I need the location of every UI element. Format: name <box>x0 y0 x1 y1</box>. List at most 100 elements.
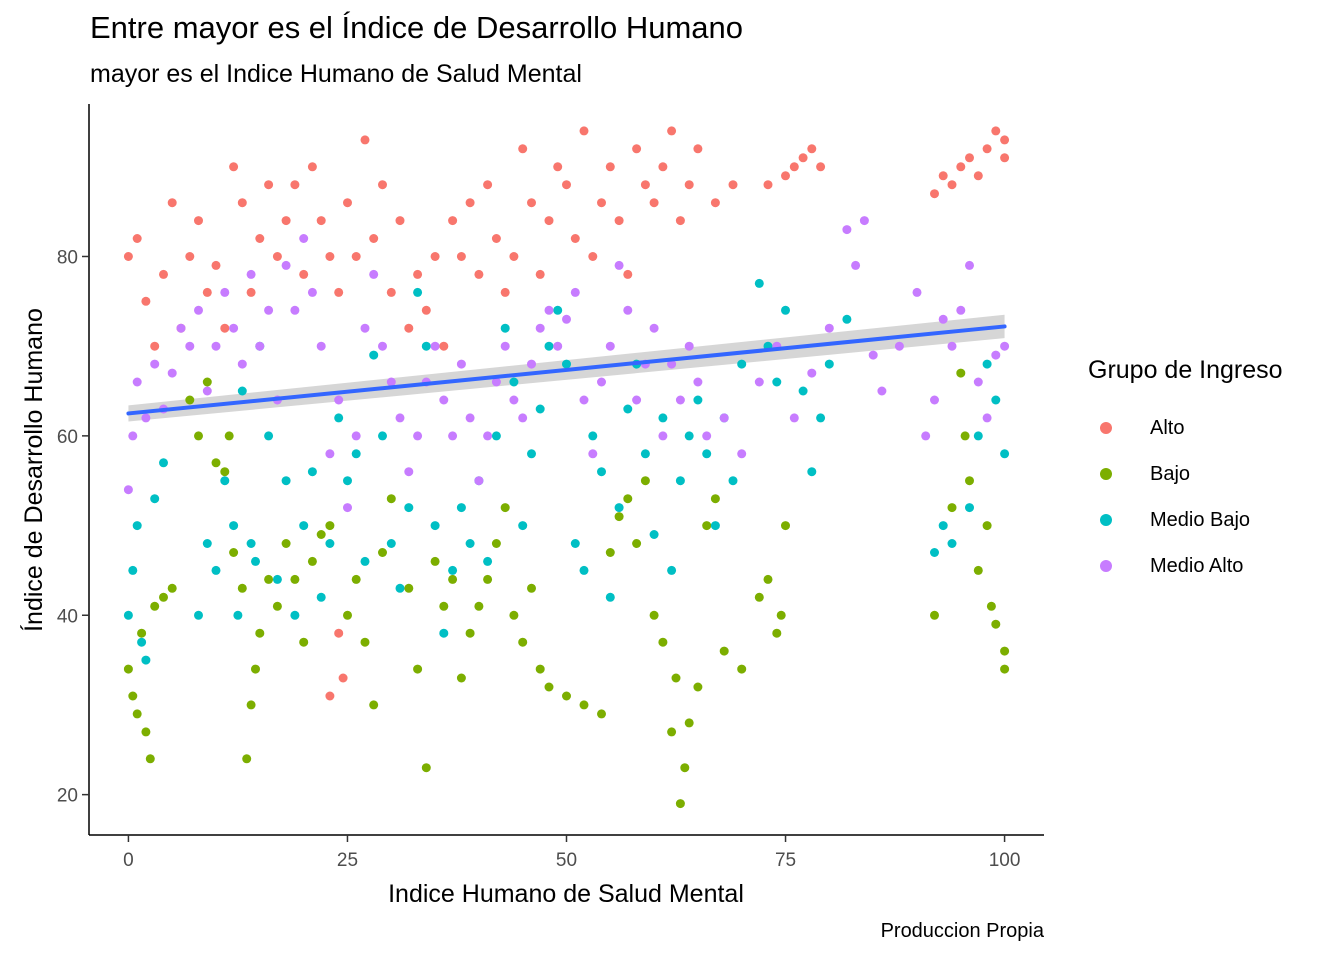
point-bajo <box>527 583 536 593</box>
y-tick-label: 60 <box>57 427 78 448</box>
y-tick-label: 20 <box>57 786 78 807</box>
point-bajo <box>658 637 668 647</box>
point-bajo <box>1000 664 1010 674</box>
point-medio-bajo <box>325 539 335 548</box>
point-medio-bajo <box>772 377 782 387</box>
point-bajo <box>956 368 966 378</box>
point-alto <box>597 198 606 208</box>
point-bajo <box>237 583 247 593</box>
point-medio-alto <box>141 413 151 423</box>
point-medio-bajo <box>413 287 423 297</box>
point-medio-alto <box>167 368 177 378</box>
point-bajo <box>264 574 274 584</box>
point-medio-alto <box>255 341 265 351</box>
point-alto <box>649 198 659 208</box>
point-bajo <box>123 664 133 674</box>
legend-key-medio-alto <box>1100 560 1112 572</box>
legend-item-bajo: Bajo <box>1088 451 1283 497</box>
point-medio-bajo <box>824 359 834 369</box>
legend-item-medio-alto: Medio Alto <box>1088 543 1283 589</box>
point-medio-bajo <box>456 503 466 513</box>
point-bajo <box>141 727 151 737</box>
point-alto <box>386 287 396 297</box>
point-bajo <box>343 610 352 620</box>
point-bajo <box>299 637 309 647</box>
point-medio-alto <box>842 225 852 235</box>
point-bajo <box>671 673 681 683</box>
point-medio-alto <box>527 359 536 369</box>
point-alto <box>632 144 642 154</box>
point-medio-alto <box>868 350 878 360</box>
y-axis-ticks: 20 40 60 80 <box>57 247 89 807</box>
point-bajo <box>991 619 1001 629</box>
point-medio-bajo <box>491 431 501 441</box>
point-alto <box>474 269 484 279</box>
point-bajo <box>623 494 633 504</box>
point-medio-alto <box>859 216 869 226</box>
point-bajo <box>386 494 396 504</box>
point-alto <box>509 252 519 261</box>
point-medio-bajo <box>614 503 624 513</box>
point-medio-alto <box>544 305 554 315</box>
point-bajo <box>776 610 786 620</box>
point-medio-bajo <box>675 476 685 486</box>
point-medio-alto <box>912 287 922 297</box>
point-bajo <box>544 682 554 692</box>
point-medio-alto <box>128 431 138 441</box>
point-medio-bajo <box>137 637 147 647</box>
point-alto <box>246 287 256 297</box>
point-medio-alto <box>386 377 396 387</box>
point-medio-bajo <box>579 565 589 575</box>
point-bajo <box>772 628 782 638</box>
point-bajo <box>632 539 642 548</box>
point-medio-alto <box>509 395 519 405</box>
point-bajo <box>579 700 589 710</box>
point-medio-bajo <box>229 521 239 531</box>
point-medio-alto <box>614 260 624 270</box>
point-medio-alto <box>702 431 712 441</box>
point-alto <box>132 234 142 243</box>
point-medio-bajo <box>816 413 826 423</box>
point-bajo <box>719 646 729 656</box>
point-alto <box>421 305 431 315</box>
point-alto <box>763 180 773 190</box>
point-medio-alto <box>290 305 300 315</box>
point-alto <box>956 162 966 172</box>
point-bajo <box>430 556 440 566</box>
point-medio-bajo <box>343 476 352 486</box>
point-medio-alto <box>851 260 861 270</box>
legend-key-medio-bajo <box>1100 514 1112 526</box>
point-medio-alto <box>220 287 230 297</box>
point-medio-bajo <box>640 449 650 459</box>
point-alto <box>439 341 449 351</box>
point-alto <box>465 198 475 208</box>
point-bajo <box>251 664 260 674</box>
x-tick-label: 25 <box>337 850 358 871</box>
point-medio-bajo <box>658 413 668 423</box>
point-alto <box>229 162 239 172</box>
point-medio-alto <box>246 269 256 279</box>
point-medio-alto <box>430 341 440 351</box>
point-medio-bajo <box>991 395 1001 405</box>
y-tick-label: 40 <box>57 606 78 627</box>
point-medio-alto <box>605 341 615 351</box>
point-medio-bajo <box>947 539 957 548</box>
point-bajo <box>965 476 974 486</box>
point-alto <box>395 216 405 226</box>
point-alto <box>211 260 221 270</box>
point-alto <box>237 198 247 208</box>
point-bajo <box>316 530 326 539</box>
point-alto <box>588 252 598 261</box>
point-alto <box>570 234 580 243</box>
point-medio-alto <box>562 314 571 324</box>
point-medio-bajo <box>605 592 615 602</box>
x-axis-title: Indice Humano de Salud Mental <box>388 880 744 908</box>
point-bajo <box>781 521 790 531</box>
point-alto <box>693 144 703 154</box>
point-medio-bajo <box>702 449 712 459</box>
point-medio-bajo <box>251 556 260 566</box>
point-medio-bajo <box>132 521 142 531</box>
point-medio-alto <box>378 341 387 351</box>
point-alto <box>456 252 466 261</box>
caption: Produccion Propia <box>880 920 1044 942</box>
